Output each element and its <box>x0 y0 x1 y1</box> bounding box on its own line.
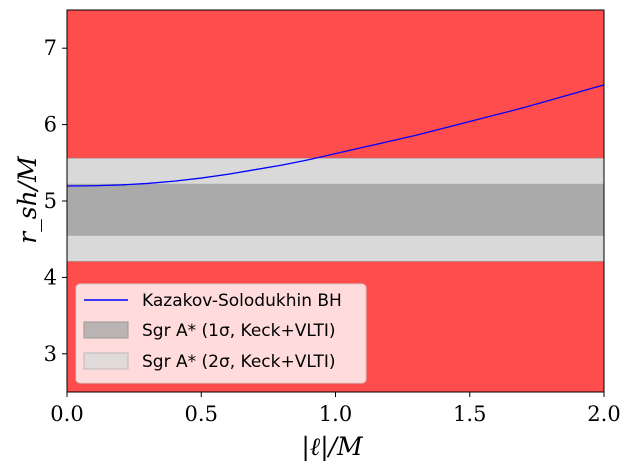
y-tick-label-3: 6 <box>44 113 57 137</box>
legend-band1-swatch <box>83 321 129 339</box>
legend-label-line: Kazakov-Solodukhin BH <box>142 291 342 311</box>
x-tick-label-3: 1.5 <box>453 402 486 426</box>
band-1 <box>66 183 605 236</box>
ticks-layer: 0.0 0.5 1.0 1.5 2.0 3 4 5 6 7 <box>44 36 621 426</box>
legend-band2-swatch <box>83 352 129 370</box>
legend-label-band1: Sgr A* (1σ, Keck+VLTI) <box>142 321 336 341</box>
x-tick-label-2: 1.0 <box>319 402 352 426</box>
y-tick-label-4: 7 <box>44 36 57 60</box>
series-layer <box>66 84 605 187</box>
x-tick-label-4: 2.0 <box>587 402 620 426</box>
legend-box <box>75 283 367 384</box>
y-tick-label-2: 5 <box>44 189 57 213</box>
legend: Kazakov-Solodukhin BH Sgr A* (1σ, Keck+V… <box>75 283 367 384</box>
x-tick-label-1: 0.5 <box>185 402 218 426</box>
series-line-0 <box>66 84 605 187</box>
x-tick-label-0: 0.0 <box>50 402 83 426</box>
legend-label-band2: Sgr A* (2σ, Keck+VLTI) <box>142 352 336 372</box>
y-tick-label-0: 3 <box>44 342 57 366</box>
regions-layer <box>66 9 605 393</box>
x-axis-label: |ℓ|/M <box>301 432 364 462</box>
y-tick-label-1: 4 <box>44 265 57 289</box>
excluded-region-1 <box>66 9 605 159</box>
y-axis-label: r_sh/M <box>13 155 42 244</box>
